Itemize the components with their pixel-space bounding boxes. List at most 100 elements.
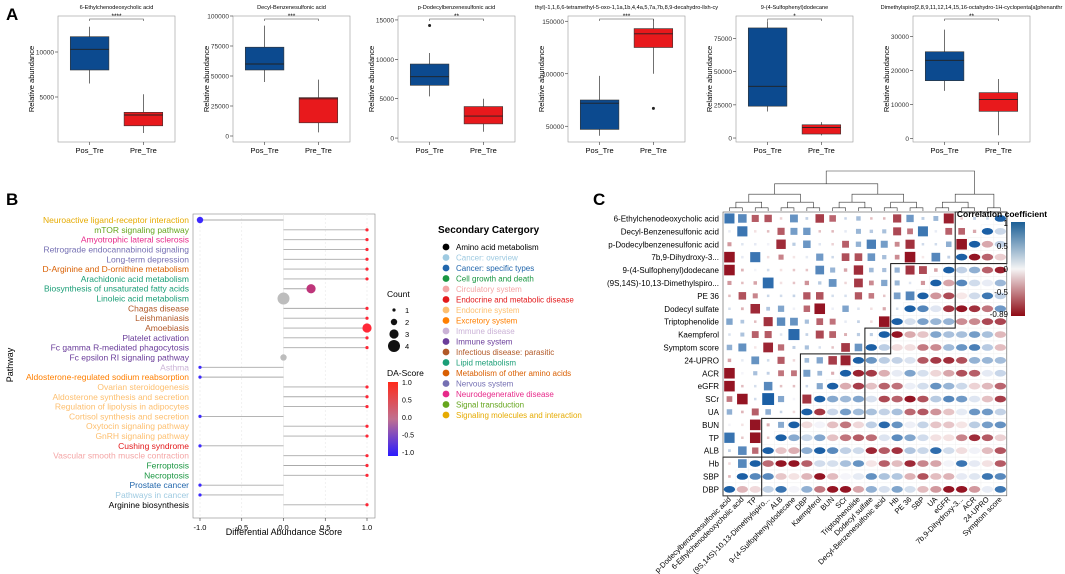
corr-square xyxy=(738,446,747,455)
corr-square xyxy=(905,265,915,275)
category-legend-dot xyxy=(442,390,450,398)
lollipop-dot xyxy=(365,473,369,477)
corr-row-label: Hb xyxy=(709,460,720,469)
corr-ellipse xyxy=(865,369,878,377)
corr-ellipse xyxy=(943,369,955,377)
corr-square xyxy=(831,307,834,310)
corr-ellipse xyxy=(968,434,981,442)
corr-square xyxy=(855,228,861,234)
corr-ellipse xyxy=(917,408,929,416)
lollipop-dot xyxy=(365,346,369,350)
corr-square xyxy=(749,432,761,444)
corr-ellipse xyxy=(955,369,968,377)
lollipop-x-tick-label: -0.5 xyxy=(235,523,248,532)
corr-ellipse xyxy=(852,369,865,377)
boxplot-tick-label: 50000 xyxy=(546,124,564,131)
corr-square xyxy=(790,227,798,235)
corr-square xyxy=(958,228,965,235)
corr-square xyxy=(727,358,732,363)
corr-ellipse xyxy=(826,473,839,480)
corr-square xyxy=(752,447,759,454)
corr-ellipse xyxy=(878,485,890,493)
boxplot-tick-label: 50000 xyxy=(211,74,229,81)
corr-square xyxy=(831,230,834,233)
corr-square xyxy=(726,396,733,402)
corr-square xyxy=(777,356,785,364)
lollipop-dot xyxy=(365,463,369,468)
panel-b-label: B xyxy=(6,190,18,209)
corr-square xyxy=(831,243,834,246)
corr-square xyxy=(855,241,862,247)
significance-label: **** xyxy=(111,13,122,20)
corr-square xyxy=(724,213,735,224)
corr-square xyxy=(738,214,747,223)
count-legend-label: 3 xyxy=(405,330,409,339)
corr-square xyxy=(792,384,796,388)
corr-square xyxy=(754,346,757,349)
corr-ellipse xyxy=(826,382,839,390)
corr-square xyxy=(765,409,771,415)
boxplot-tick-label: 0 xyxy=(905,136,909,143)
corr-ellipse xyxy=(943,356,955,364)
category-legend-dot xyxy=(442,275,450,282)
panel-a-boxplots: 6-Ethylchenodeoxycholic acid Relative abu… xyxy=(27,5,1063,155)
boxplot-box xyxy=(801,124,842,135)
corr-ellipse xyxy=(930,434,942,442)
corr-square xyxy=(724,432,735,443)
lollipop-dot xyxy=(365,277,369,281)
corr-ellipse xyxy=(917,434,929,442)
corr-ellipse xyxy=(775,473,787,480)
corr-square xyxy=(750,252,761,263)
boxplot-group-label: Pre_Tre xyxy=(808,146,835,155)
corr-ellipse xyxy=(891,331,903,338)
corr-square xyxy=(778,421,785,428)
corr-square xyxy=(804,280,810,286)
corr-ellipse xyxy=(930,305,942,313)
pathway-label: Oxytocin signaling pathway xyxy=(86,421,190,431)
corr-square xyxy=(868,280,874,286)
da-score-tick: -1.0 xyxy=(402,450,414,457)
boxplot-box xyxy=(69,36,110,71)
corr-square xyxy=(750,303,761,314)
pathway-label: Long-term depression xyxy=(106,254,189,264)
corr-ellipse xyxy=(917,356,929,364)
corr-ellipse xyxy=(878,408,890,416)
corr-ellipse xyxy=(994,305,1007,313)
corr-square xyxy=(870,307,873,310)
dendrogram-branch xyxy=(748,193,801,203)
corr-legend-tick: 1 xyxy=(1004,219,1009,228)
boxplot-ylabel: Relative abundance xyxy=(367,46,376,112)
pathway-label: Aldosterone synthesis and secretion xyxy=(52,392,189,402)
category-legend-dot xyxy=(442,296,450,303)
boxplot-ylabel: Relative abundance xyxy=(882,46,891,112)
corr-square xyxy=(986,217,989,220)
corr-square xyxy=(841,253,850,261)
boxplot-tick-label: 15000 xyxy=(376,17,394,24)
corr-ellipse xyxy=(801,460,813,467)
corr-square xyxy=(854,253,863,261)
category-legend-dot xyxy=(442,243,450,251)
corr-ellipse xyxy=(994,382,1007,390)
corr-ellipse xyxy=(981,331,994,338)
corr-square xyxy=(934,230,938,233)
corr-ellipse xyxy=(839,434,852,442)
lollipop-dot xyxy=(280,354,287,361)
corr-ellipse xyxy=(994,266,1007,274)
corr-ellipse xyxy=(865,447,878,455)
corr-ellipse xyxy=(878,382,890,390)
corr-square xyxy=(921,243,925,246)
corr-square xyxy=(843,268,848,272)
corr-square xyxy=(754,243,757,246)
corr-square xyxy=(906,214,914,223)
corr-ellipse xyxy=(749,460,761,467)
corr-square xyxy=(818,281,822,285)
corr-square xyxy=(857,320,860,324)
corr-square xyxy=(766,255,770,259)
corr-ellipse xyxy=(994,421,1007,429)
corr-square xyxy=(816,383,823,390)
corr-ellipse xyxy=(788,485,800,493)
lollipop-dot xyxy=(365,454,369,458)
corr-ellipse xyxy=(904,331,916,338)
da-score-tick: 1.0 xyxy=(402,380,412,387)
boxplot-ylabel: Relative abundance xyxy=(27,46,36,112)
